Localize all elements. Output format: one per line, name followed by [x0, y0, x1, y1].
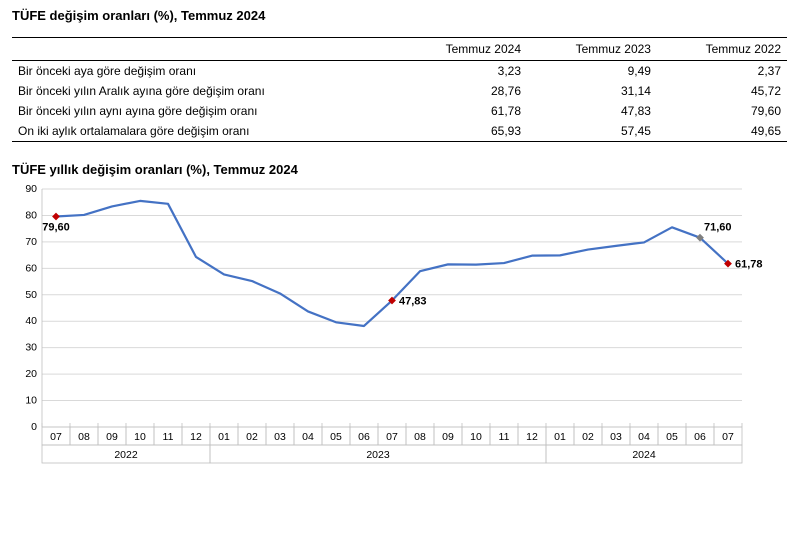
svg-text:2023: 2023 [366, 449, 390, 461]
svg-text:06: 06 [358, 431, 370, 443]
table-row: Bir önceki aya göre değişim oranı3,239,4… [12, 61, 787, 82]
data-table: Temmuz 2024 Temmuz 2023 Temmuz 2022 Bir … [12, 37, 787, 142]
svg-text:71,60: 71,60 [704, 222, 732, 234]
table-title: TÜFE değişim oranları (%), Temmuz 2024 [12, 8, 787, 23]
col-header-1: Temmuz 2024 [397, 38, 527, 61]
svg-text:0: 0 [31, 421, 37, 433]
table-cell: 49,65 [657, 121, 787, 142]
table-cell: On iki aylık ortalamalara göre değişim o… [12, 121, 397, 142]
table-cell: 65,93 [397, 121, 527, 142]
svg-text:09: 09 [442, 431, 454, 443]
svg-text:11: 11 [499, 431, 510, 443]
svg-text:2024: 2024 [632, 449, 656, 461]
svg-text:10: 10 [134, 431, 146, 443]
table-cell: 2,37 [657, 61, 787, 82]
svg-text:2022: 2022 [114, 449, 138, 461]
svg-text:04: 04 [302, 431, 314, 443]
table-cell: Bir önceki yılın aynı ayına göre değişim… [12, 101, 397, 121]
svg-text:90: 90 [25, 183, 37, 195]
col-header-2: Temmuz 2023 [527, 38, 657, 61]
svg-text:01: 01 [554, 431, 566, 443]
table-cell: 3,23 [397, 61, 527, 82]
svg-text:08: 08 [414, 431, 426, 443]
svg-text:30: 30 [25, 342, 37, 354]
table-row: Bir önceki yılın Aralık ayına göre değiş… [12, 81, 787, 101]
table-cell: 31,14 [527, 81, 657, 101]
svg-text:10: 10 [470, 431, 482, 443]
table-row: On iki aylık ortalamalara göre değişim o… [12, 121, 787, 142]
svg-text:09: 09 [106, 431, 118, 443]
table-cell: Bir önceki aya göre değişim oranı [12, 61, 397, 82]
table-cell: Bir önceki yılın Aralık ayına göre değiş… [12, 81, 397, 101]
svg-text:06: 06 [694, 431, 706, 443]
col-header-0 [12, 38, 397, 61]
svg-text:05: 05 [330, 431, 342, 443]
chart-svg: 0102030405060708090070809101112010203040… [12, 183, 787, 473]
svg-text:50: 50 [25, 289, 37, 301]
table-cell: 47,83 [527, 101, 657, 121]
svg-text:60: 60 [25, 262, 37, 274]
table-cell: 61,78 [397, 101, 527, 121]
svg-text:70: 70 [25, 236, 37, 248]
svg-text:12: 12 [190, 431, 202, 443]
svg-text:07: 07 [722, 431, 734, 443]
table-cell: 57,45 [527, 121, 657, 142]
svg-text:02: 02 [246, 431, 258, 443]
table-row: Bir önceki yılın aynı ayına göre değişim… [12, 101, 787, 121]
svg-text:01: 01 [218, 431, 230, 443]
chart-title: TÜFE yıllık değişim oranları (%), Temmuz… [12, 162, 787, 177]
line-chart: 0102030405060708090070809101112010203040… [12, 183, 787, 473]
svg-text:11: 11 [163, 431, 174, 443]
svg-text:02: 02 [582, 431, 594, 443]
svg-text:10: 10 [25, 395, 37, 407]
svg-text:61,78: 61,78 [735, 259, 763, 271]
svg-text:12: 12 [526, 431, 538, 443]
svg-text:03: 03 [610, 431, 622, 443]
table-cell: 28,76 [397, 81, 527, 101]
col-header-3: Temmuz 2022 [657, 38, 787, 61]
svg-text:79,60: 79,60 [42, 222, 70, 234]
svg-text:47,83: 47,83 [399, 296, 427, 308]
table-cell: 9,49 [527, 61, 657, 82]
svg-text:80: 80 [25, 209, 37, 221]
svg-text:04: 04 [638, 431, 650, 443]
table-cell: 79,60 [657, 101, 787, 121]
svg-text:03: 03 [274, 431, 286, 443]
svg-text:05: 05 [666, 431, 678, 443]
table-cell: 45,72 [657, 81, 787, 101]
svg-text:07: 07 [50, 431, 62, 443]
svg-text:08: 08 [78, 431, 90, 443]
svg-text:40: 40 [25, 315, 37, 327]
svg-text:07: 07 [386, 431, 398, 443]
svg-text:20: 20 [25, 368, 37, 380]
